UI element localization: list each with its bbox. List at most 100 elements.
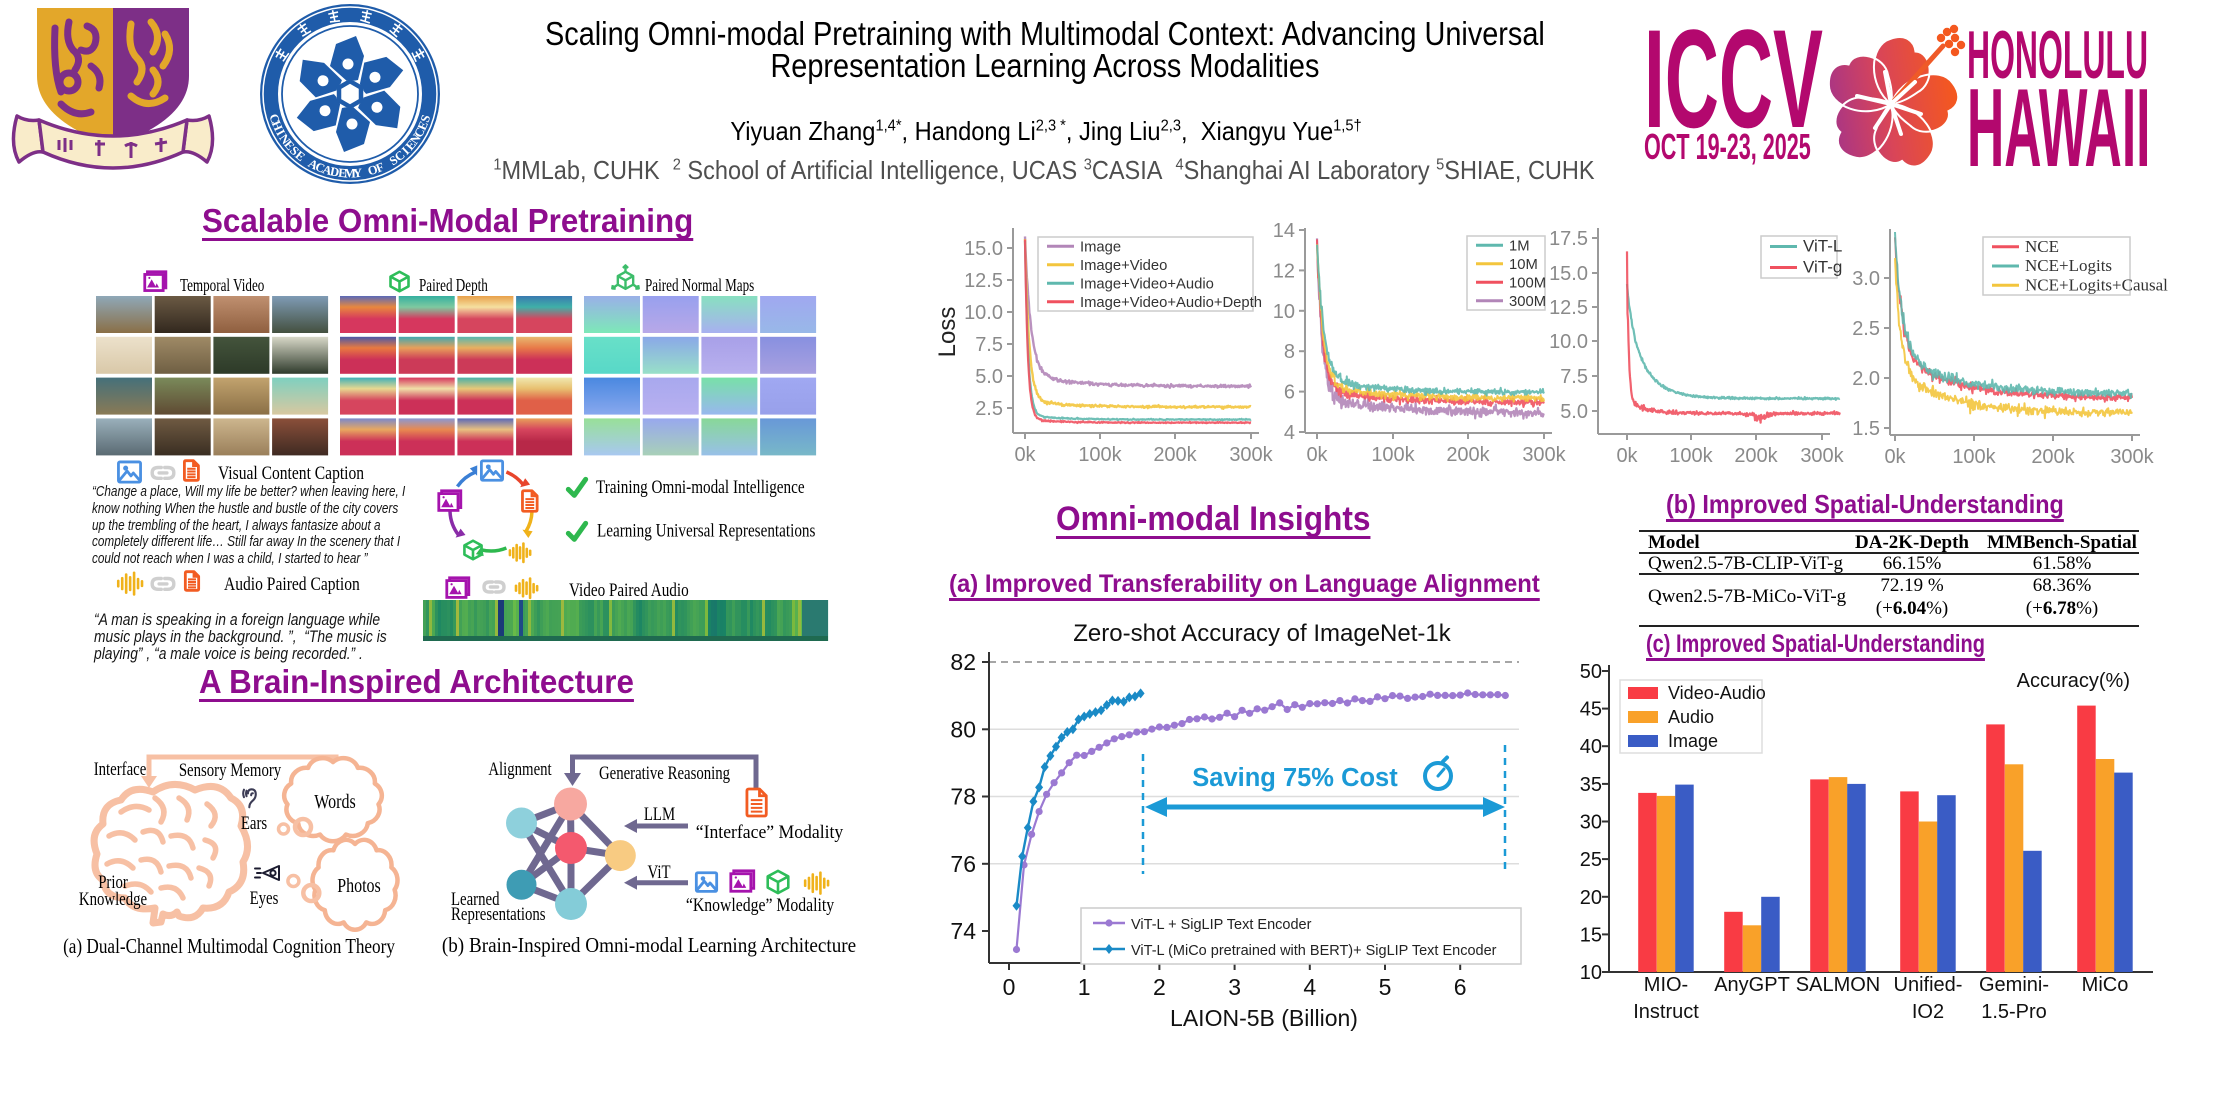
svg-text:ViT-L + SigLIP Text Encoder: ViT-L + SigLIP Text Encoder [1131, 917, 1312, 933]
svg-text:ViT-L: ViT-L [1803, 237, 1842, 256]
svg-text:12.5: 12.5 [1549, 297, 1588, 319]
svg-text:50: 50 [1580, 661, 1602, 683]
svg-text:Knowledge: Knowledge [79, 888, 147, 909]
svg-text:Saving 75% Cost: Saving 75% Cost [1192, 764, 1398, 792]
svg-text:HAWAII: HAWAII [1967, 67, 2151, 190]
svg-text:Audio: Audio [1668, 707, 1714, 727]
svg-text:200k: 200k [1153, 444, 1197, 466]
svg-text:80: 80 [950, 716, 976, 742]
svg-text:76: 76 [950, 851, 976, 877]
svg-text:LAION-5B (Billion): LAION-5B (Billion) [1170, 1005, 1358, 1031]
svg-text:D: D [329, 164, 341, 179]
svg-text:AnyGPT: AnyGPT [1714, 974, 1790, 996]
svg-text:10M: 10M [1509, 257, 1538, 273]
svg-text:78: 78 [950, 784, 976, 810]
svg-text:15.0: 15.0 [964, 238, 1003, 260]
svg-text:6: 6 [1284, 382, 1295, 404]
svg-text:“Interface” Modality: “Interface” Modality [696, 821, 844, 842]
svg-text:0k: 0k [1014, 444, 1036, 466]
svg-text:Training Omni-modal Intelligen: Training Omni-modal Intelligence [596, 476, 805, 497]
svg-text:100M: 100M [1509, 275, 1546, 291]
svg-text:Ears: Ears [241, 812, 267, 833]
svg-text:2: 2 [1153, 974, 1166, 1000]
svg-text:100k: 100k [1371, 444, 1415, 466]
svg-text:1.5-Pro: 1.5-Pro [1981, 1001, 2047, 1023]
svg-text:5.0: 5.0 [975, 366, 1003, 388]
svg-text:SALMON: SALMON [1796, 974, 1880, 996]
svg-text:100k: 100k [1952, 446, 1996, 468]
svg-text:6: 6 [1454, 974, 1467, 1000]
svg-text:100k: 100k [1669, 445, 1713, 467]
svg-text:OCT 19-23, 2025: OCT 19-23, 2025 [1644, 127, 1811, 167]
svg-text:Accuracy(%): Accuracy(%) [2017, 670, 2130, 692]
svg-text:35: 35 [1580, 774, 1602, 796]
svg-text:Representations: Representations [451, 903, 546, 924]
svg-text:Video Paired Audio: Video Paired Audio [569, 579, 689, 600]
svg-text:MiCo: MiCo [2082, 974, 2129, 996]
svg-text:NCE: NCE [2025, 237, 2059, 256]
svg-text:15: 15 [1580, 924, 1602, 946]
svg-text:NCE+Logits+Causal: NCE+Logits+Causal [2025, 276, 2168, 295]
svg-text:ViT-g: ViT-g [1803, 258, 1842, 277]
svg-text:200k: 200k [1734, 445, 1778, 467]
svg-text:ViT: ViT [648, 861, 671, 882]
svg-text:300k: 300k [2110, 446, 2154, 468]
svg-text:10: 10 [1580, 962, 1602, 984]
svg-text:Image: Image [1080, 239, 1121, 255]
svg-text:(a) Dual-Channel Multimodal Co: (a) Dual-Channel Multimodal Cognition Th… [63, 935, 395, 958]
svg-text:7.5: 7.5 [975, 334, 1003, 356]
svg-text:Image+Video: Image+Video [1080, 258, 1167, 274]
svg-text:Learned: Learned [451, 888, 500, 909]
svg-text:Eyes: Eyes [250, 887, 279, 908]
svg-text:3: 3 [1228, 974, 1241, 1000]
svg-text:Y: Y [352, 166, 362, 181]
svg-text:100k: 100k [1078, 444, 1122, 466]
svg-text:Image+Video+Audio: Image+Video+Audio [1080, 276, 1214, 292]
svg-text:(b) Brain-Inspired Omni-modal: (b) Brain-Inspired Omni-modal Learning A… [442, 934, 856, 957]
svg-text:0k: 0k [1884, 446, 1906, 468]
svg-text:NCE+Logits: NCE+Logits [2025, 256, 2112, 275]
svg-text:45: 45 [1580, 699, 1602, 721]
svg-text:12.5: 12.5 [964, 270, 1003, 292]
svg-text:“Knowledge” Modality: “Knowledge” Modality [686, 894, 835, 916]
svg-text:Sensory Memory: Sensory Memory [179, 759, 282, 780]
svg-text:Image: Image [1668, 731, 1718, 751]
svg-text:Visual Content Caption: Visual Content Caption [218, 463, 364, 484]
svg-text:ICCV: ICCV [1644, 0, 1823, 157]
svg-text:10.0: 10.0 [1549, 331, 1588, 353]
svg-text:Video-Audio: Video-Audio [1668, 683, 1766, 703]
svg-text:40: 40 [1580, 736, 1602, 758]
svg-text:Paired Depth: Paired Depth [419, 276, 488, 295]
svg-text:17.5: 17.5 [1549, 228, 1588, 250]
svg-text:2.5: 2.5 [975, 398, 1003, 420]
svg-text:4: 4 [1303, 974, 1316, 1000]
svg-text:200k: 200k [1446, 444, 1490, 466]
svg-text:Words: Words [314, 790, 355, 812]
svg-text:IO2: IO2 [1912, 1001, 1944, 1023]
svg-text:O: O [366, 162, 380, 178]
svg-text:15.0: 15.0 [1549, 263, 1588, 285]
svg-text:14: 14 [1273, 220, 1295, 242]
svg-text:S: S [418, 113, 433, 124]
svg-text:12: 12 [1273, 260, 1295, 282]
svg-text:Learning Universal Representat: Learning Universal Representations [597, 520, 816, 541]
svg-text:HONOLULU: HONOLULU [1967, 18, 2148, 94]
svg-text:Unified-: Unified- [1894, 974, 1963, 996]
svg-text:3.0: 3.0 [1852, 268, 1880, 290]
svg-text:25: 25 [1580, 849, 1602, 871]
svg-text:2.5: 2.5 [1852, 318, 1880, 340]
svg-text:10.0: 10.0 [964, 302, 1003, 324]
svg-text:82: 82 [950, 649, 976, 675]
svg-text:Generative Reasoning: Generative Reasoning [599, 762, 731, 783]
svg-text:300k: 300k [1522, 444, 1566, 466]
svg-text:Alignment: Alignment [488, 758, 552, 779]
svg-text:1: 1 [1078, 974, 1091, 1000]
svg-text:Paired Normal Maps: Paired Normal Maps [645, 276, 754, 295]
svg-text:0: 0 [1003, 974, 1016, 1000]
svg-text:I: I [273, 127, 288, 138]
svg-text:C: C [266, 112, 282, 125]
svg-text:1M: 1M [1509, 238, 1530, 254]
svg-text:4: 4 [1284, 422, 1295, 444]
svg-text:74: 74 [950, 918, 976, 944]
svg-text:200k: 200k [2031, 446, 2075, 468]
